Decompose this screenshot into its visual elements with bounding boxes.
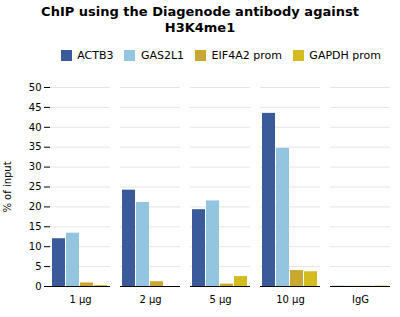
svg-text:40: 40: [29, 122, 42, 133]
svg-text:5: 5: [35, 261, 41, 272]
svg-text:20: 20: [29, 201, 42, 212]
svg-text:30: 30: [29, 161, 42, 172]
svg-text:IgG: IgG: [352, 294, 369, 305]
svg-text:% of input: % of input: [2, 161, 13, 212]
html-text:ACTB3: ACTB3: [77, 48, 114, 62]
svg-text:35: 35: [29, 141, 42, 152]
html-text:H3K4me1: H3K4me1: [164, 20, 236, 36]
svg-text:25: 25: [29, 181, 42, 192]
svg-text:5 μg: 5 μg: [209, 294, 231, 305]
svg-text:45: 45: [29, 102, 42, 113]
html-text:GAS2L1: GAS2L1: [140, 48, 185, 62]
svg-text:10: 10: [29, 241, 42, 252]
svg-text:1 μg: 1 μg: [69, 294, 91, 305]
svg-text:15: 15: [29, 221, 42, 232]
svg-text:50: 50: [29, 82, 42, 93]
html-text:EIF4A2 prom: EIF4A2 prom: [211, 48, 282, 62]
html-text:GAPDH prom: GAPDH prom: [309, 48, 381, 62]
svg-text:2 μg: 2 μg: [139, 294, 161, 305]
svg-text:0: 0: [35, 281, 41, 292]
html-text:ChIP using the Diagenode antib: ChIP using the Diagenode antibody agains…: [41, 4, 359, 19]
svg-text:10 μg: 10 μg: [276, 294, 305, 305]
